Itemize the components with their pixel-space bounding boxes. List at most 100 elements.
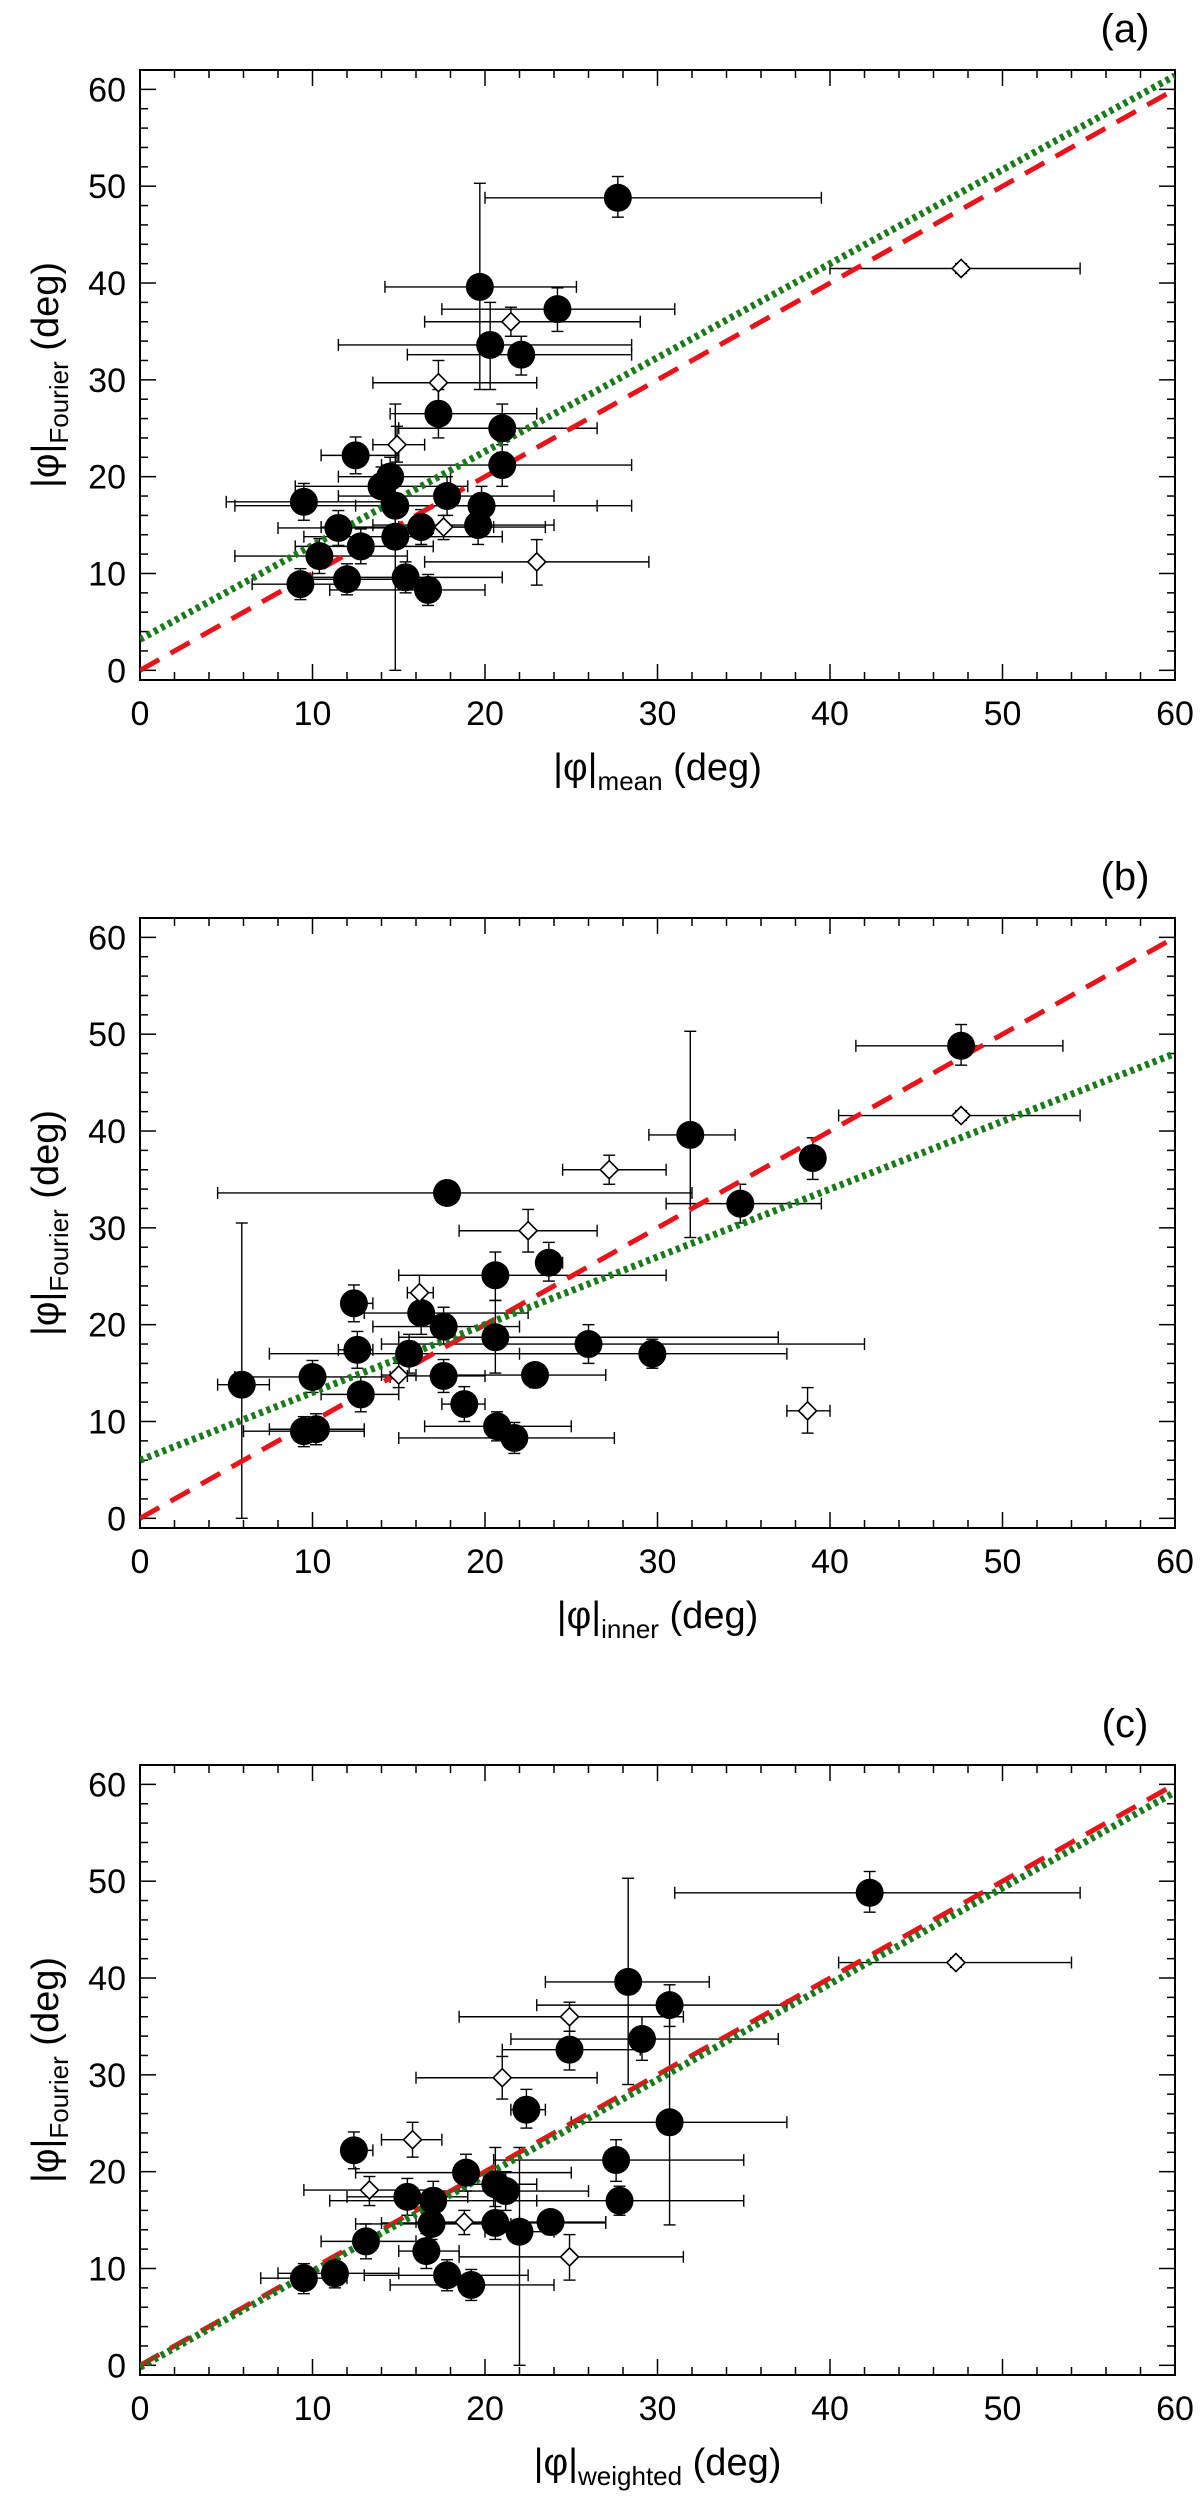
filled-point bbox=[555, 2035, 584, 2064]
filled-point bbox=[627, 2025, 656, 2054]
x-tick-label: 30 bbox=[639, 2390, 677, 2428]
filled-point bbox=[289, 487, 318, 516]
x-tick-label: 30 bbox=[639, 695, 677, 733]
filled-point bbox=[614, 1967, 643, 1996]
filled-point bbox=[351, 2227, 380, 2256]
y-tick-label: 50 bbox=[88, 1016, 126, 1054]
filled-point bbox=[476, 330, 505, 359]
panel-label: (a) bbox=[1101, 7, 1150, 51]
open-diamond-point bbox=[433, 516, 454, 538]
filled-point bbox=[543, 295, 572, 324]
filled-point bbox=[433, 2261, 462, 2290]
open-diamond-point bbox=[559, 2246, 580, 2268]
y-tick-label: 10 bbox=[88, 555, 126, 593]
filled-point bbox=[507, 340, 536, 369]
y-tick-label: 40 bbox=[88, 1113, 126, 1151]
x-tick-label: 50 bbox=[984, 2390, 1022, 2428]
panels-group: 0 10 20 30 40 50 60 0 10 20 30 40 50 60 |φ|mean (deg) |… bbox=[25, 7, 1194, 2491]
filled-point bbox=[324, 513, 353, 542]
filled-point bbox=[381, 522, 410, 551]
filled-point bbox=[339, 1289, 368, 1318]
open-diamond-point bbox=[359, 2179, 380, 2201]
filled-point bbox=[464, 511, 493, 540]
x-tick-label: 10 bbox=[294, 2390, 332, 2428]
y-tick-label: 30 bbox=[88, 362, 126, 400]
filled-point bbox=[491, 2177, 520, 2206]
filled-point bbox=[481, 1261, 510, 1290]
filled-point bbox=[391, 563, 420, 592]
one-to-one-line bbox=[140, 1782, 1175, 2368]
filled-point bbox=[603, 183, 632, 212]
y-tick-label: 20 bbox=[88, 459, 126, 497]
y-tick-label: 60 bbox=[88, 71, 126, 109]
plot-area bbox=[140, 1782, 1175, 2371]
one-to-one-line bbox=[140, 87, 1175, 673]
open-diamond-point bbox=[559, 2006, 580, 2027]
y-tick-label: 30 bbox=[88, 2057, 126, 2095]
x-tick-label: 60 bbox=[1156, 1543, 1194, 1581]
filled-point bbox=[395, 1339, 424, 1368]
y-tick-label: 10 bbox=[88, 1403, 126, 1441]
x-tick-label: 0 bbox=[131, 2390, 150, 2428]
filled-point bbox=[289, 2264, 318, 2293]
filled-point bbox=[521, 1361, 550, 1390]
filled-point bbox=[424, 399, 453, 428]
filled-point bbox=[602, 2146, 631, 2175]
filled-point bbox=[381, 491, 410, 520]
filled-point bbox=[655, 2108, 684, 2137]
open-diamond-point bbox=[797, 1400, 818, 1421]
filled-point bbox=[534, 1248, 563, 1277]
open-diamond-point bbox=[388, 1364, 409, 1386]
y-tick-label: 10 bbox=[88, 2250, 126, 2288]
x-tick-label: 30 bbox=[639, 1543, 677, 1581]
x-tick-label: 10 bbox=[294, 695, 332, 733]
open-diamond-point bbox=[950, 258, 972, 279]
y-tick-label: 30 bbox=[88, 1210, 126, 1248]
x-tick-label: 40 bbox=[811, 695, 849, 733]
x-tick-label: 10 bbox=[294, 1543, 332, 1581]
filled-point bbox=[320, 2259, 349, 2288]
open-diamond-point bbox=[492, 2067, 513, 2088]
filled-point bbox=[305, 542, 334, 571]
x-tick-label: 20 bbox=[466, 2390, 504, 2428]
y-tick-label: 60 bbox=[88, 919, 126, 957]
y-tick-label: 40 bbox=[88, 265, 126, 303]
panel-label: (b) bbox=[1101, 855, 1150, 899]
filled-point bbox=[465, 272, 494, 301]
open-diamond-point bbox=[386, 434, 408, 455]
filled-point bbox=[429, 1361, 458, 1390]
open-diamond-point bbox=[945, 1952, 967, 1973]
filled-point bbox=[488, 451, 517, 480]
filled-point bbox=[505, 2217, 534, 2246]
y-tick-label: 40 bbox=[88, 1960, 126, 1998]
filled-point bbox=[346, 1380, 375, 1409]
plot-area bbox=[140, 72, 1175, 673]
filled-point bbox=[481, 1323, 510, 1352]
filled-point bbox=[367, 472, 396, 501]
open-diamond-point bbox=[517, 1220, 539, 1241]
filled-point bbox=[433, 482, 462, 511]
filled-point bbox=[414, 575, 443, 604]
panel-c: 0 10 20 30 40 50 60 0 10 20 30 40 50 60 |φ|weighted (d… bbox=[25, 1702, 1194, 2491]
filled-point bbox=[481, 2208, 510, 2237]
filled-point bbox=[298, 1362, 327, 1391]
filled-point bbox=[333, 565, 361, 594]
panel-a: 0 10 20 30 40 50 60 0 10 20 30 40 50 60 |φ|mean (deg) |… bbox=[25, 7, 1194, 796]
filled-point bbox=[726, 1189, 755, 1218]
filled-point bbox=[947, 1031, 976, 1060]
filled-point bbox=[512, 2095, 541, 2124]
x-tick-label: 50 bbox=[984, 1543, 1022, 1581]
filled-point bbox=[429, 1312, 458, 1341]
filled-point bbox=[798, 1144, 827, 1173]
open-diamond-point bbox=[950, 1105, 972, 1126]
filled-point bbox=[301, 1415, 330, 1444]
y-tick-label: 0 bbox=[107, 1500, 126, 1538]
x-tick-label: 20 bbox=[466, 695, 504, 733]
plot-area bbox=[140, 935, 1175, 1521]
x-axis-label: |φ|mean (deg) bbox=[553, 747, 762, 796]
filled-point bbox=[655, 1991, 684, 2020]
x-tick-label: 60 bbox=[1156, 695, 1194, 733]
x-tick-label: 20 bbox=[466, 1543, 504, 1581]
